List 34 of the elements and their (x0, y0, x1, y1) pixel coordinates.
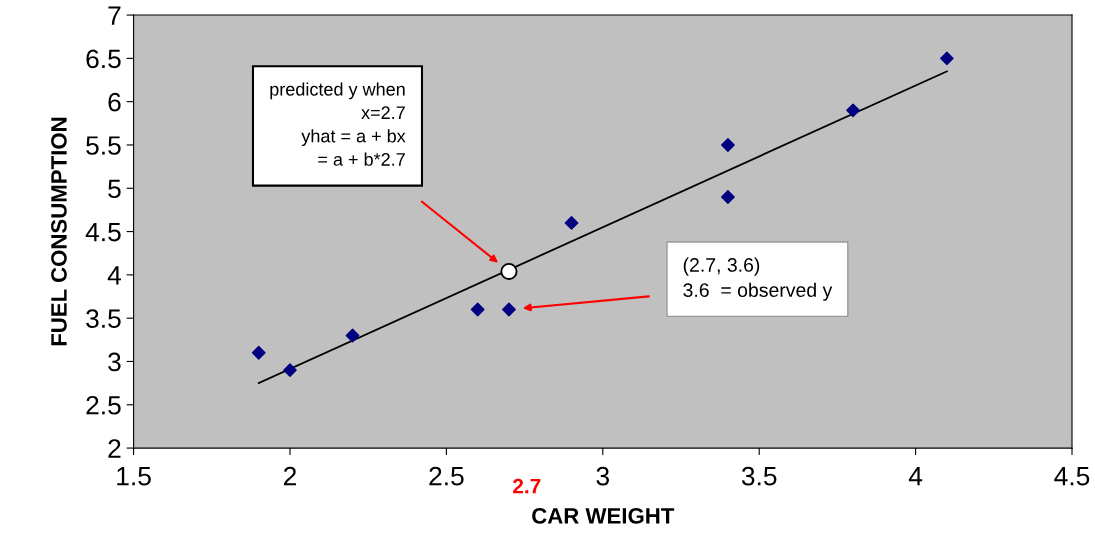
x-axis-title: CAR WEIGHT (532, 507, 675, 524)
point (846, 103, 860, 118)
x-tick-label: 2.5 (429, 466, 464, 486)
y-tick-label: 2 (108, 439, 121, 458)
point (721, 138, 735, 152)
y-tick-label: 5 (108, 179, 121, 199)
point (283, 363, 297, 378)
y-tick-label: 5.5 (86, 136, 121, 155)
x-tick-label: 4.5 (1054, 467, 1090, 486)
annotation: (2.7, 3.6) 3.6 = observed y (683, 257, 833, 301)
annotation: predicted y when x=2.7 yhat = a + bx = a + b*2.7 (270, 82, 406, 166)
point (721, 190, 735, 204)
point (502, 302, 516, 317)
y-tick-label: 4 (107, 266, 122, 285)
x-tick-label: 4 (908, 467, 923, 486)
y-tick-label: 6.5 (86, 49, 121, 69)
point (345, 328, 360, 343)
y-tick-label: 3.5 (86, 309, 121, 328)
x-tick-label: 3 (596, 466, 609, 486)
point (564, 216, 579, 230)
y-tick-label: 3 (108, 352, 121, 372)
text: 2.7 (513, 478, 541, 494)
point (470, 302, 485, 317)
point (939, 51, 954, 66)
x-tick-label: 2 (283, 466, 297, 486)
y-tick-label: 7 (108, 6, 121, 25)
point (251, 345, 266, 360)
y-tick-label: 2.5 (86, 395, 121, 415)
x-tick-label: 1.5 (117, 467, 151, 486)
y-tick-label: 6 (108, 92, 121, 112)
y-tick-label: 4.5 (85, 222, 121, 242)
point (500, 262, 518, 280)
x-tick-label: 3.5 (741, 466, 777, 486)
y-axis-title: FUEL CONSUMPTION (51, 117, 67, 346)
